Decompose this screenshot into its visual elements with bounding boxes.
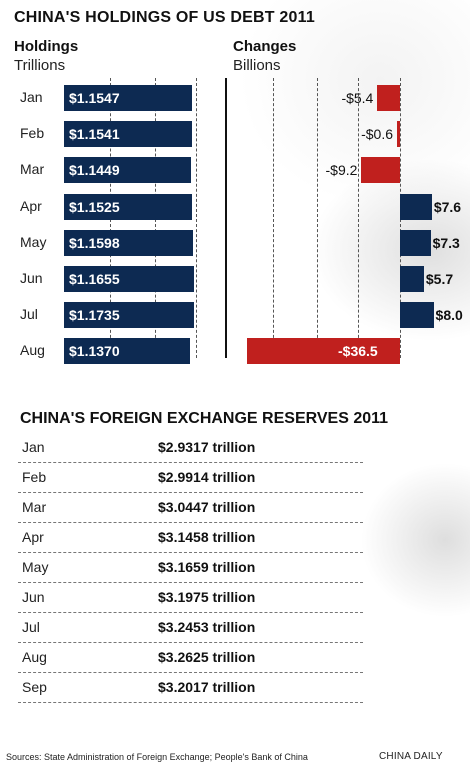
reserves-month: Jan bbox=[22, 439, 45, 455]
holdings-unit: Trillions bbox=[14, 57, 66, 74]
change-value-label: -$36.5 bbox=[338, 343, 378, 360]
change-value-label: -$5.4 bbox=[341, 90, 374, 106]
reserves-value: $3.1975 trillion bbox=[158, 589, 256, 605]
holdings-bar: $1.1735 bbox=[64, 302, 195, 329]
change-value-label: -$9.2 bbox=[325, 162, 358, 179]
reserves-value: $3.0447 trillion bbox=[158, 499, 256, 515]
source-note: Sources: State Administration of Foreign… bbox=[6, 752, 308, 762]
change-value-label: $7.3 bbox=[432, 234, 460, 251]
changes-gridline bbox=[317, 78, 318, 358]
change-bar-negative bbox=[247, 338, 400, 365]
changes-gridline bbox=[273, 78, 274, 358]
change-bar-positive bbox=[400, 193, 432, 220]
change-bar-negative bbox=[377, 85, 400, 111]
holdings-bar: $1.1541 bbox=[64, 121, 193, 148]
change-value-label: -$0.6 bbox=[361, 126, 393, 143]
reserves-month: Mar bbox=[22, 499, 47, 515]
change-bar-positive bbox=[400, 302, 434, 329]
reserves-month: May bbox=[22, 559, 49, 575]
reserves-value: $3.1659 trillion bbox=[158, 559, 256, 575]
changes-gridline bbox=[358, 78, 359, 358]
changes-divider bbox=[225, 78, 227, 358]
credit-label: CHINA DAILY bbox=[379, 751, 443, 762]
holdings-bar: $1.1598 bbox=[64, 229, 193, 256]
reserves-row: Mar $3.0447 trillion bbox=[18, 493, 363, 523]
reserves-month: Aug bbox=[22, 649, 47, 665]
reserves-value: $3.2453 trillion bbox=[158, 619, 256, 635]
month-label: Apr bbox=[20, 197, 42, 214]
reserves-row: May $3.1659 trillion bbox=[18, 553, 363, 583]
month-label: Jun bbox=[20, 270, 43, 286]
holdings-header: Holdings bbox=[14, 38, 79, 55]
change-bar-positive bbox=[400, 266, 424, 292]
reserves-value: $2.9317 trillion bbox=[158, 439, 256, 455]
holdings-bar: $1.1655 bbox=[64, 266, 194, 292]
reserves-row: Jul $3.2453 trillion bbox=[18, 613, 363, 643]
change-value-label: $8.0 bbox=[435, 307, 463, 324]
holdings-bar: $1.1449 bbox=[64, 157, 192, 184]
month-label: May bbox=[20, 233, 47, 250]
reserves-month: Jul bbox=[22, 619, 40, 635]
month-label: Jan bbox=[20, 89, 43, 105]
reserves-month: Jun bbox=[22, 589, 45, 605]
changes-header: Changes bbox=[233, 38, 297, 55]
reserves-title: CHINA'S FOREIGN EXCHANGE RESERVES 2011 bbox=[20, 410, 389, 427]
reserves-month: Feb bbox=[22, 469, 47, 485]
change-bar-negative bbox=[361, 157, 400, 184]
month-label: Mar bbox=[20, 161, 45, 178]
reserves-value: $3.2625 trillion bbox=[158, 649, 256, 665]
holdings-bar: $1.1525 bbox=[64, 193, 193, 220]
change-bar-positive bbox=[400, 229, 431, 256]
reserves-row: Aug $3.2625 trillion bbox=[18, 643, 363, 673]
reserves-value: $3.2017 trillion bbox=[158, 679, 256, 695]
reserves-value: $3.1458 trillion bbox=[158, 529, 256, 545]
holdings-gridline bbox=[196, 78, 197, 358]
month-label: Aug bbox=[20, 342, 45, 359]
change-value-label: $5.7 bbox=[425, 271, 454, 287]
reserves-row: Jun $3.1975 trillion bbox=[18, 583, 363, 613]
month-label: Feb bbox=[20, 125, 45, 142]
month-label: Jul bbox=[20, 306, 38, 323]
reserves-value: $2.9914 trillion bbox=[158, 469, 256, 485]
reserves-row: Sep $3.2017 trillion bbox=[18, 673, 363, 703]
chart-title: CHINA'S HOLDINGS OF US DEBT 2011 bbox=[14, 9, 315, 26]
reserves-month: Sep bbox=[22, 679, 47, 695]
reserves-month: Apr bbox=[22, 529, 44, 545]
reserves-row: Apr $3.1458 trillion bbox=[18, 523, 363, 553]
change-bar-negative bbox=[397, 121, 400, 148]
reserves-row: Jan $2.9317 trillion bbox=[18, 433, 363, 463]
changes-unit: Billions bbox=[233, 57, 281, 74]
change-value-label: $7.6 bbox=[433, 198, 462, 215]
holdings-bar: $1.1370 bbox=[64, 338, 191, 365]
reserves-row: Feb $2.9914 trillion bbox=[18, 463, 363, 493]
holdings-bar: $1.1547 bbox=[64, 85, 193, 111]
